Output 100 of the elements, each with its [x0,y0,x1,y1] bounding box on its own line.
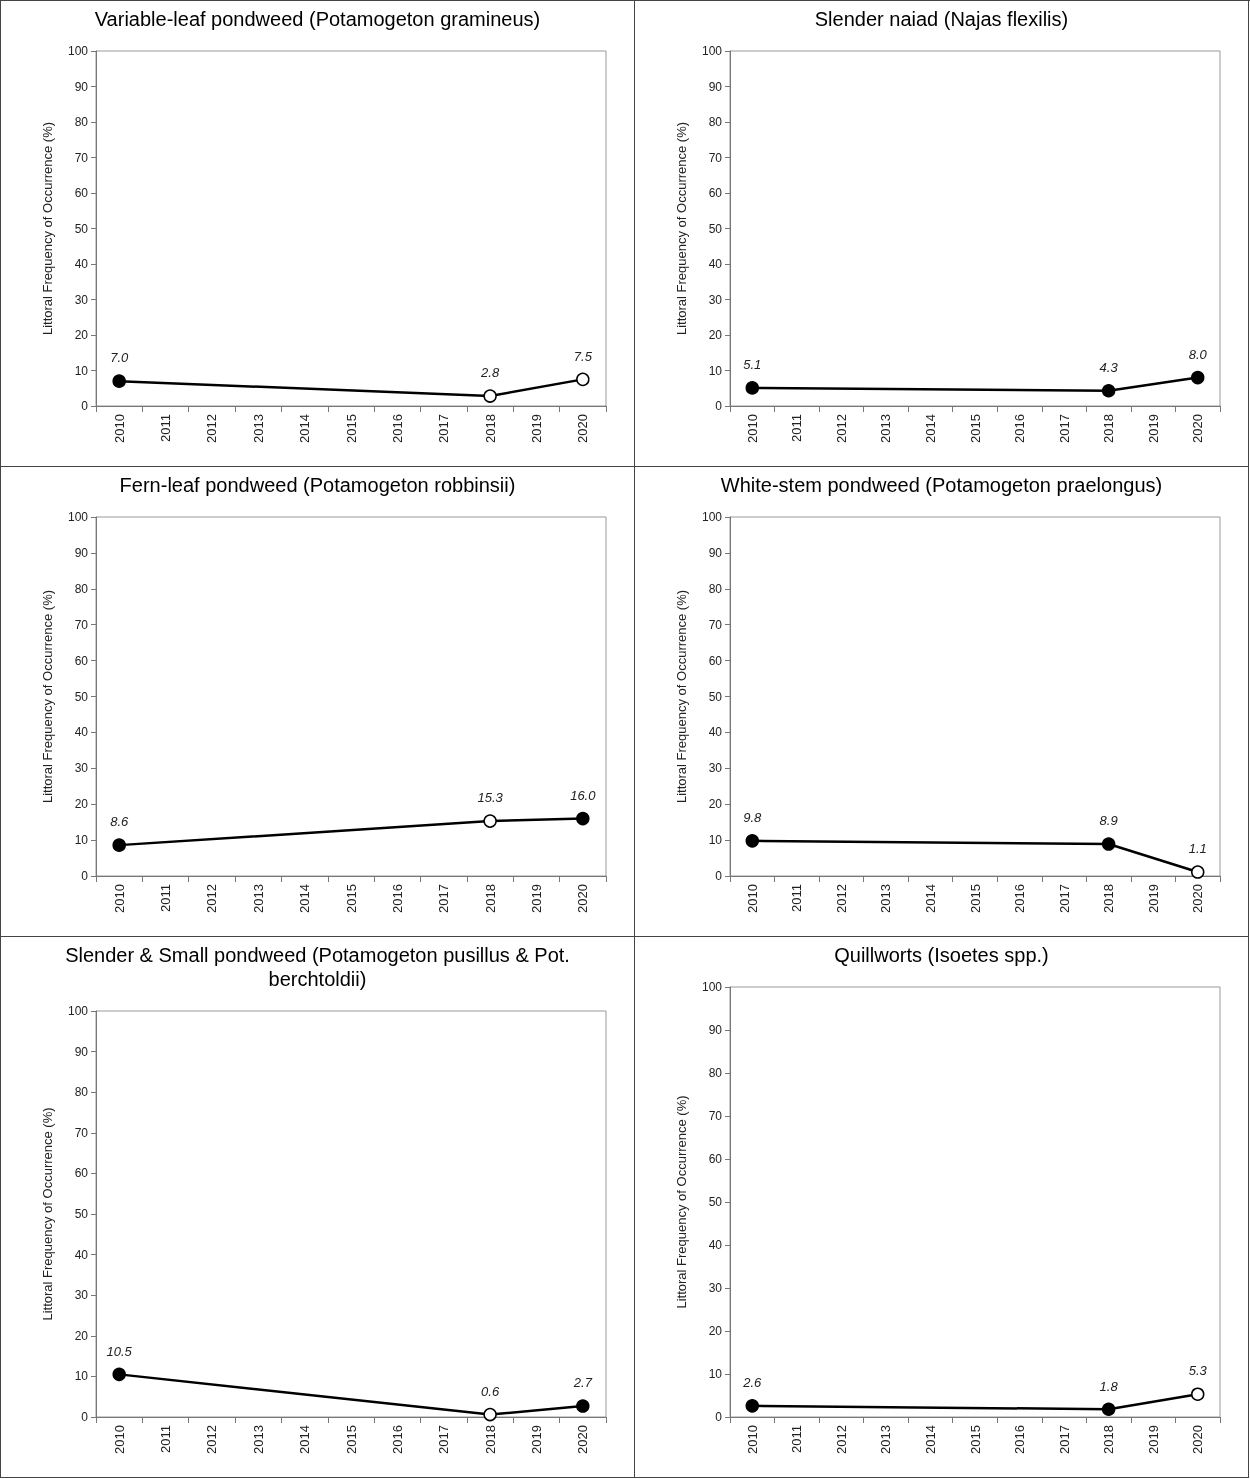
y-tick-label: 10 [708,363,723,378]
x-tick-label: 2013 [250,884,266,913]
data-label: 9.8 [743,810,763,826]
y-tick-label: 70 [74,617,89,632]
y-tick-label: 0 [81,399,89,413]
x-tick-label: 2018 [1101,414,1117,443]
y-tick-label: 80 [74,1085,89,1100]
data-label: 15.3 [477,790,504,806]
point [112,838,126,852]
y-tick-label: 90 [708,545,723,560]
data-label: 7.0 [110,350,129,366]
x-tick-label: 2018 [482,414,498,443]
x-tick-label: 2017 [1056,1425,1072,1454]
x-tick-label: 2011 [158,884,174,912]
point [745,381,760,395]
y-tick-label: 80 [74,581,89,596]
y-tick-label: 70 [74,150,89,165]
data-label: 2.6 [742,1375,763,1391]
x-tick-label: 2014 [922,884,938,913]
x-tick-label: 2017 [436,414,452,443]
y-tick-label: 0 [81,1410,89,1424]
x-tick-label: 2020 [1190,1425,1206,1454]
x-tick-label: 2013 [878,414,894,443]
x-tick-label: 2016 [389,1425,405,1454]
chart-title: Fern-leaf pondweed (Potamogeton robbinsii) [118,473,517,497]
x-tick-label: 2020 [1190,414,1206,443]
point [483,1407,497,1422]
x-tick-label: 2011 [789,414,805,442]
y-tick-label: 100 [701,44,723,58]
x-tick-label: 2011 [158,414,174,442]
data-label: 8.0 [1188,346,1208,362]
point [483,814,497,828]
y-tick-label: 10 [74,833,89,848]
x-tick-label: 2010 [111,414,127,443]
x-tick-label: 2016 [1012,414,1028,443]
y-tick-label: 50 [74,689,89,704]
data-label: 4.3 [1099,359,1119,375]
x-tick-label: 2013 [250,414,266,443]
x-tick-label: 2016 [389,884,405,913]
y-tick-label: 100 [67,44,89,58]
y-tick-label: 80 [708,581,723,596]
x-tick-label: 2013 [878,1425,894,1454]
y-tick-label: 60 [74,1166,89,1181]
y-tick-label: 50 [74,221,89,236]
x-tick-label: 2018 [482,1425,498,1454]
x-tick-label: 2016 [1012,1425,1028,1454]
y-tick-label: 30 [708,1281,723,1295]
y-tick-label: 50 [74,1207,89,1221]
x-tick-label: 2013 [878,884,894,913]
y-tick-label: 30 [708,761,723,776]
y-tick-label: 20 [74,328,89,342]
y-axis-title: Littoral Frequency of Occurrence (%) [674,1095,689,1309]
point [1190,370,1205,385]
data-label: 16.0 [570,787,597,803]
y-tick-label: 50 [708,221,723,236]
x-tick-label: 2010 [744,884,760,913]
y-tick-label: 80 [74,115,89,129]
y-axis-title: Littoral Frequency of Occurrence (%) [674,589,689,804]
x-tick-label: 2018 [482,884,498,913]
x-tick-label: 2014 [922,1425,938,1454]
data-label: 10.5 [106,1343,133,1359]
y-tick-label: 0 [81,869,89,883]
y-tick-label: 40 [74,257,89,271]
y-tick-label: 60 [74,186,89,200]
y-tick-label: 20 [708,1324,723,1338]
x-tick-label: 2017 [1056,884,1072,913]
y-tick-label: 60 [708,186,723,200]
y-tick-label: 30 [74,1288,89,1303]
x-tick-label: 2015 [343,414,359,443]
y-tick-label: 30 [74,761,89,776]
point [112,1367,126,1382]
point [576,1399,590,1413]
x-tick-label: 2011 [158,1425,174,1453]
x-tick-label: 2020 [575,1425,591,1454]
y-tick-label: 40 [708,257,723,271]
point [576,811,590,826]
y-tick-label: 60 [74,653,89,668]
y-tick-label: 70 [708,617,723,632]
y-tick-label: 10 [74,1369,89,1384]
x-tick-label: 2015 [343,884,359,913]
x-tick-label: 2019 [528,414,544,443]
x-tick-label: 2019 [528,884,544,913]
chart-title: Quillworts (Isoetes spp.) [833,943,1050,967]
x-tick-label: 2010 [744,1425,760,1454]
data-label: 8.6 [110,814,129,830]
y-tick-label: 70 [708,1109,723,1123]
point [1101,837,1116,851]
y-tick-label: 90 [708,1023,723,1037]
x-tick-label: 2012 [204,414,220,443]
y-tick-label: 0 [715,1410,723,1424]
x-tick-label: 2012 [204,1425,220,1454]
x-tick-label: 2012 [833,884,849,913]
data-label: 0.6 [481,1383,500,1399]
y-tick-label: 100 [701,980,723,994]
x-tick-label: 2014 [297,1425,313,1454]
y-tick-label: 20 [74,1328,89,1343]
y-tick-label: 100 [67,510,89,524]
y-tick-label: 100 [701,510,723,524]
y-tick-label: 80 [708,115,723,129]
y-tick-label: 70 [74,1125,89,1140]
